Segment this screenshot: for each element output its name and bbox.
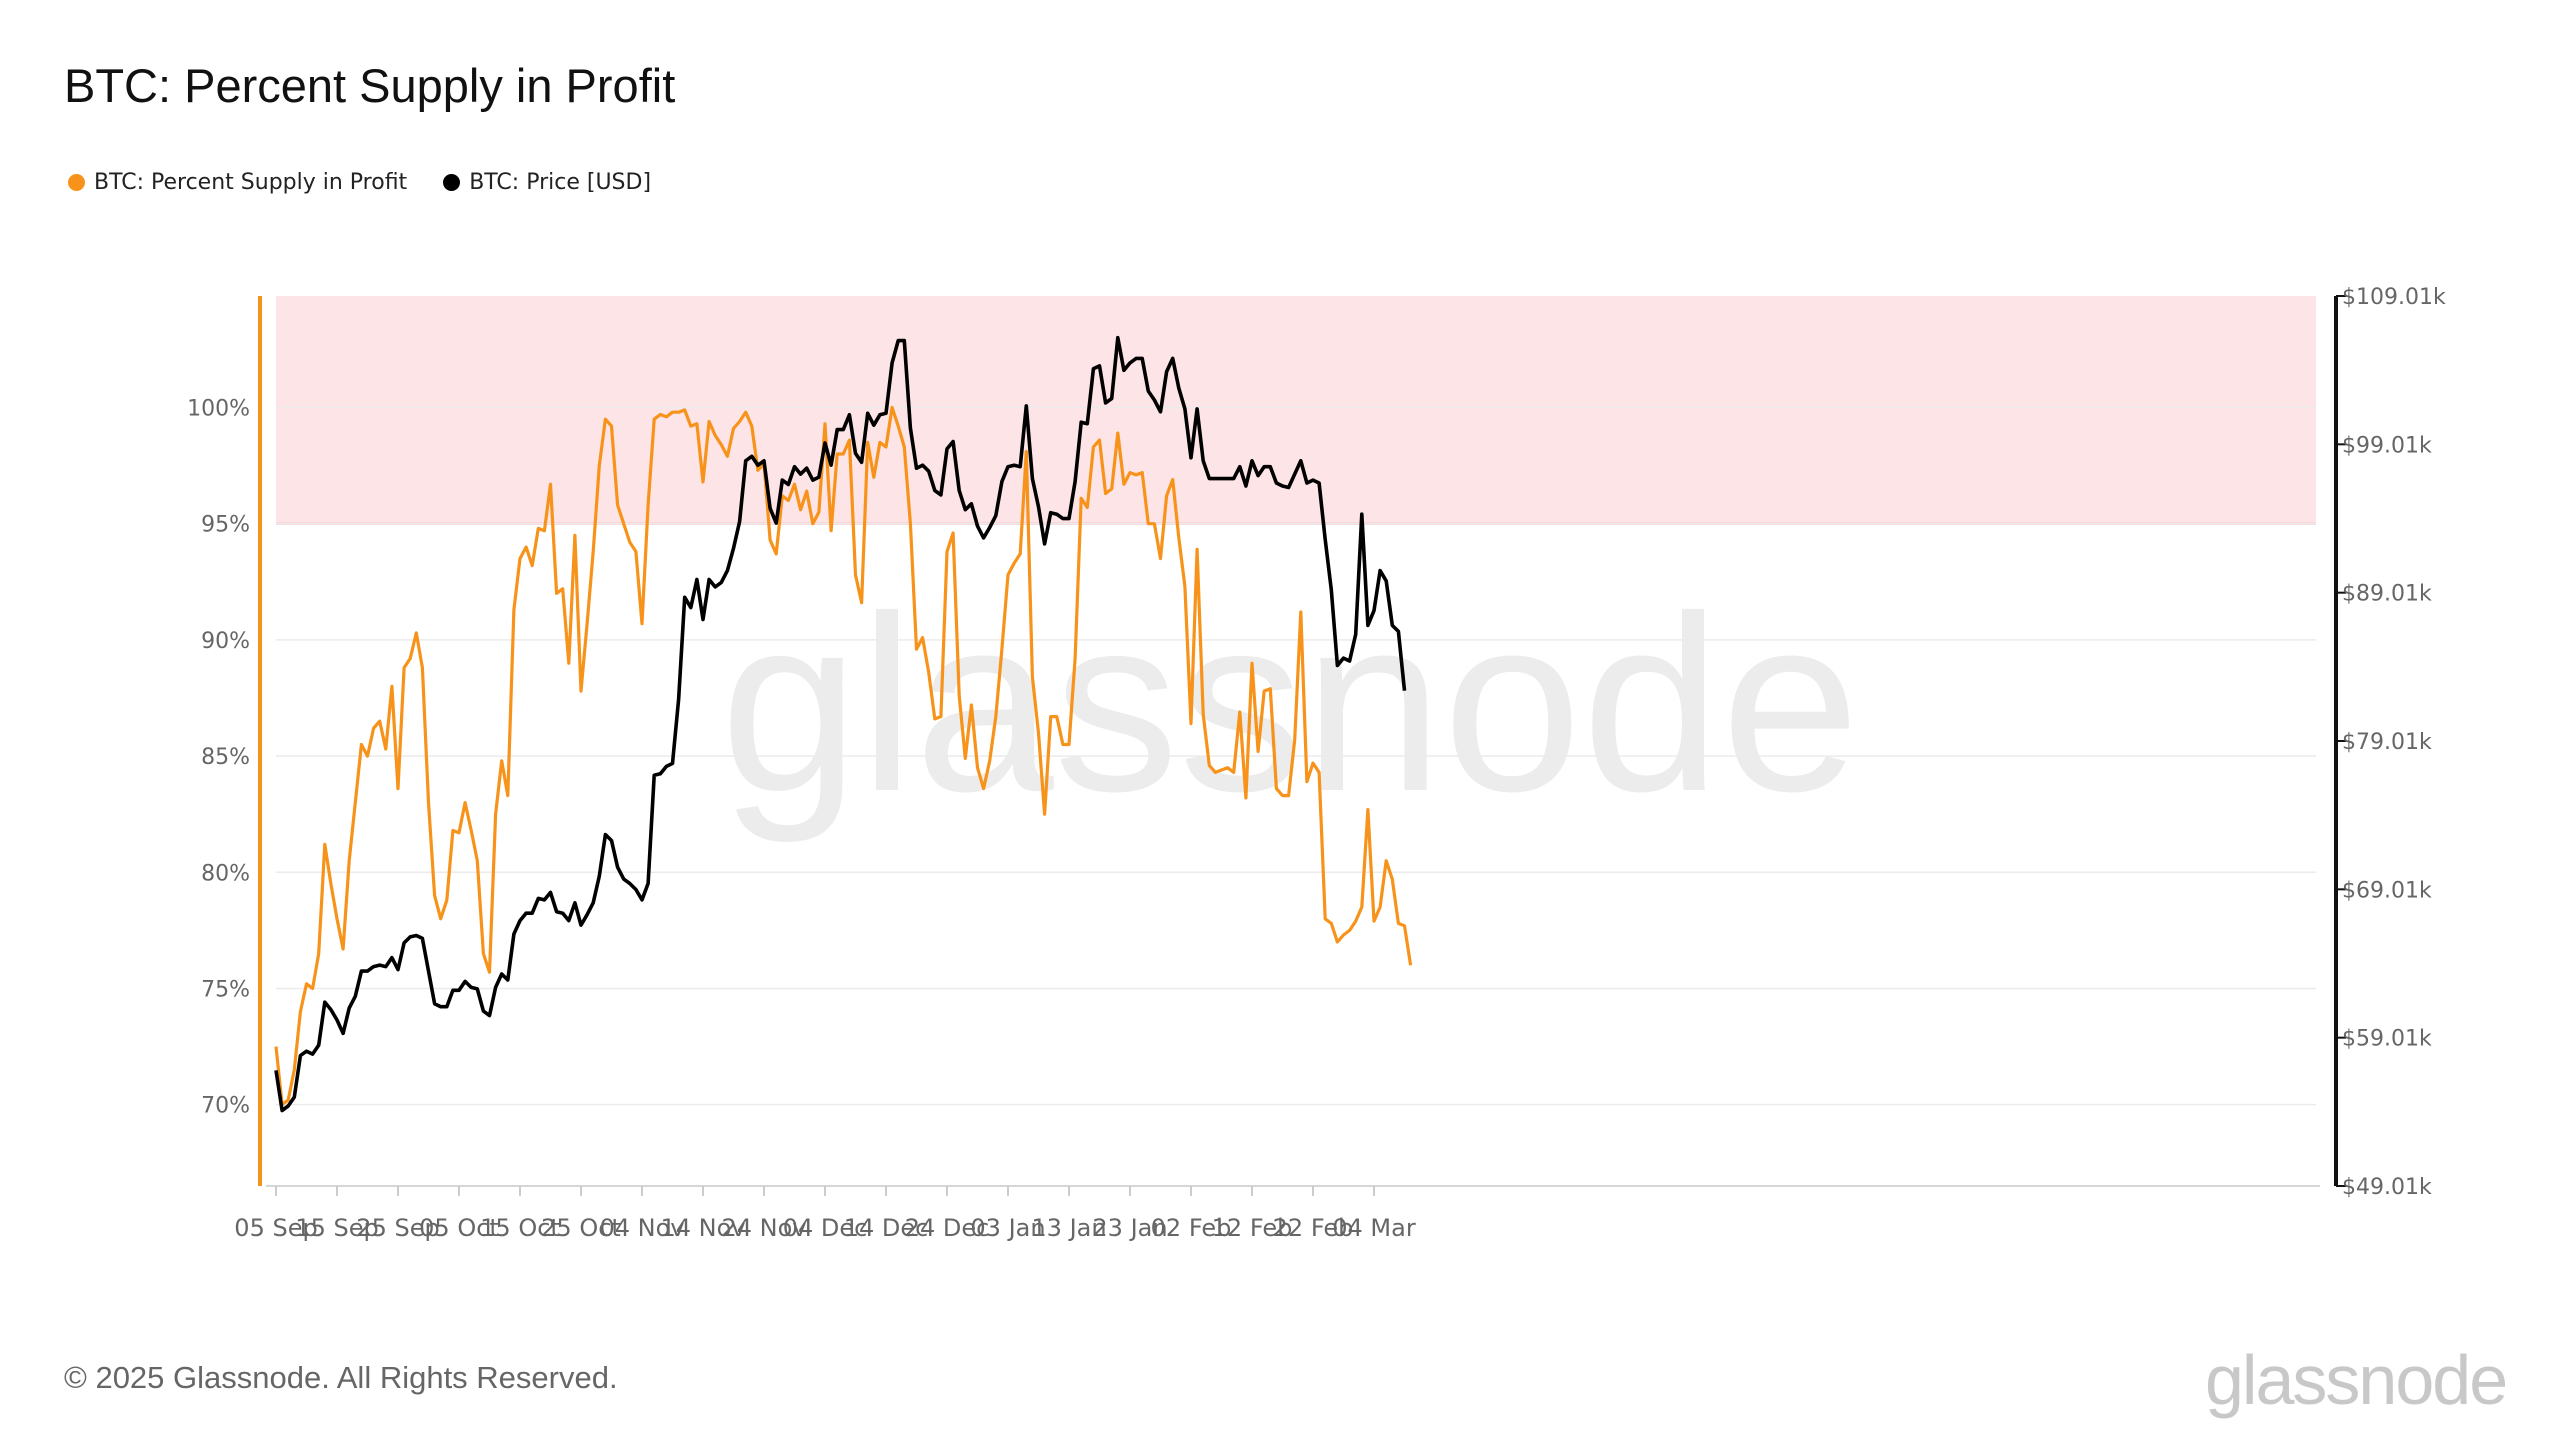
x-tick-label: 03 Jan xyxy=(970,1214,1045,1242)
legend-swatch-price xyxy=(443,174,461,191)
y-left-tick-label: 70% xyxy=(201,1094,250,1119)
x-tick-label: 12 Feb xyxy=(1212,1214,1293,1242)
y-left-tick-label: 85% xyxy=(201,745,250,770)
series-line-price xyxy=(274,335,1407,1113)
y-right-tick-label: $89.01k xyxy=(2342,582,2432,607)
legend-swatch-supply xyxy=(68,174,85,191)
x-tick-label: 25 Oct xyxy=(541,1214,621,1242)
x-tick-label: 04 Nov xyxy=(599,1214,684,1242)
x-tick-label: 15 Sep xyxy=(295,1214,378,1242)
x-tick-label: 25 Sep xyxy=(356,1214,439,1242)
x-tick-label: 05 Oct xyxy=(419,1214,499,1242)
y-right-tick-label: $49.01k xyxy=(2342,1175,2432,1200)
x-tick-label: 22 Feb xyxy=(1273,1214,1354,1242)
y-right-tick-label: $99.01k xyxy=(2342,433,2432,458)
y-right-tick-label: $59.01k xyxy=(2342,1027,2432,1052)
legend: BTC: Percent Supply in Profit BTC: Price… xyxy=(68,170,651,195)
y-right-tick-label: $109.01k xyxy=(2342,285,2446,310)
y-left-tick-label: 80% xyxy=(201,861,250,886)
y-right-tick-label: $79.01k xyxy=(2342,730,2432,755)
footer-copyright: © 2025 Glassnode. All Rights Reserved. xyxy=(64,1360,618,1395)
x-tick-label: 02 Feb xyxy=(1151,1214,1232,1242)
y-left-tick-label: 75% xyxy=(201,977,250,1002)
legend-item-supply[interactable]: BTC: Percent Supply in Profit xyxy=(68,170,407,195)
brand-logo: glassnode xyxy=(2205,1341,2508,1419)
x-tick-label: 14 Nov xyxy=(660,1214,745,1242)
watermark-text: glassnode xyxy=(720,564,1860,843)
legend-item-price[interactable]: BTC: Price [USD] xyxy=(443,170,651,195)
legend-label-supply: BTC: Percent Supply in Profit xyxy=(94,170,408,195)
legend-label-price: BTC: Price [USD] xyxy=(469,170,652,195)
y-right-tick-label: $69.01k xyxy=(2342,878,2432,903)
y-left-tick-label: 100% xyxy=(187,397,250,422)
series-line-supply xyxy=(274,405,1413,1107)
x-tick-label: 13 Jan xyxy=(1031,1214,1106,1242)
x-tick-label: 15 Oct xyxy=(480,1214,560,1242)
x-tick-label: 04 Dec xyxy=(783,1214,868,1242)
x-tick-label: 05 Sep xyxy=(234,1214,317,1242)
chart-title: BTC: Percent Supply in Profit xyxy=(64,59,676,112)
x-tick-label: 23 Jan xyxy=(1092,1214,1167,1242)
x-tick-label: 24 Nov xyxy=(721,1214,806,1242)
shaded-region xyxy=(276,296,2316,524)
x-tick-label: 14 Dec xyxy=(844,1214,929,1242)
y-left-tick-label: 90% xyxy=(201,629,250,654)
x-tick-label: 24 Dec xyxy=(905,1214,990,1242)
y-left-tick-label: 95% xyxy=(201,513,250,538)
x-tick-label: 04 Mar xyxy=(1332,1214,1416,1242)
